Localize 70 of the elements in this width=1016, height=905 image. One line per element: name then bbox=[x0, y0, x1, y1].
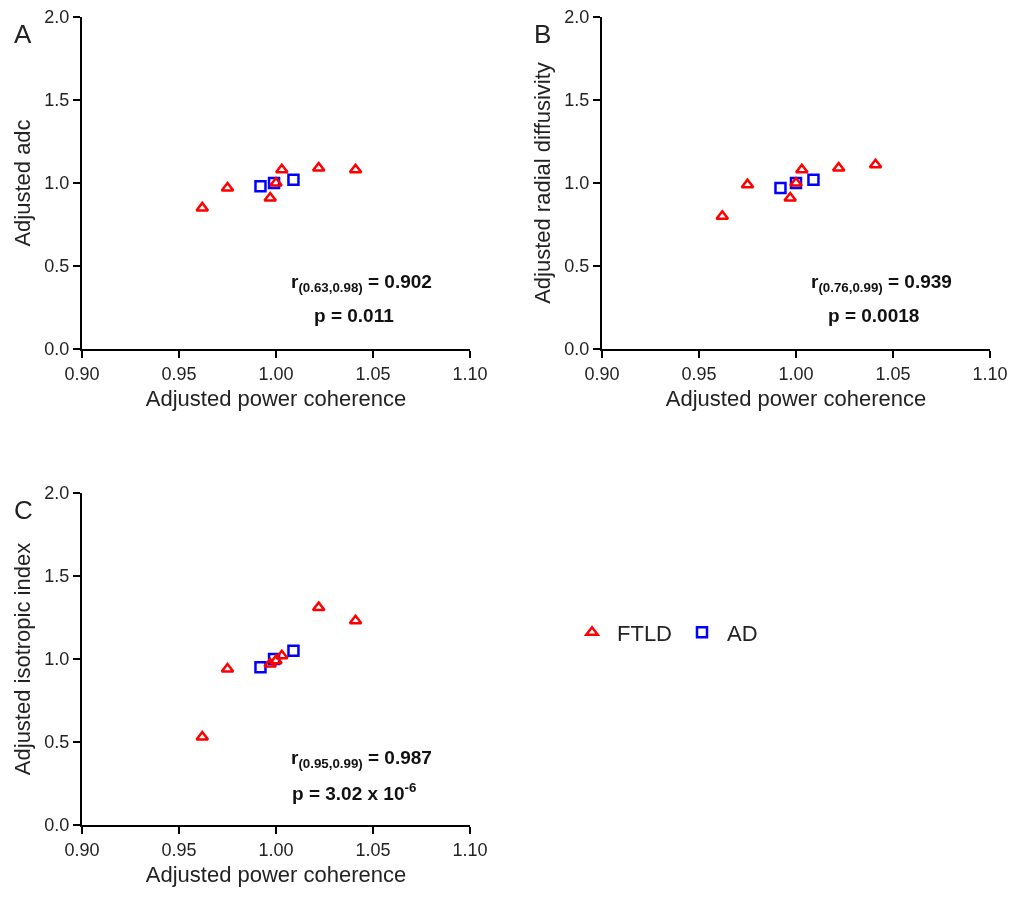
legend-label: FTLD bbox=[617, 620, 672, 646]
y-tick-label: 1.0 bbox=[44, 649, 70, 670]
point bbox=[274, 163, 289, 174]
point bbox=[311, 161, 326, 172]
point bbox=[348, 163, 363, 174]
chart-title: C bbox=[14, 495, 33, 525]
y-axis-title: Adjusted isotropic index bbox=[9, 542, 35, 776]
y-tick-label: 0.0 bbox=[44, 339, 70, 360]
x-tick-label: 1.05 bbox=[355, 363, 391, 384]
point bbox=[740, 178, 755, 189]
y-axis-title: Adjusted radial diffusivity bbox=[529, 62, 555, 304]
point bbox=[263, 191, 278, 202]
y-tick-label: 0.0 bbox=[44, 815, 70, 836]
y-tick-label: 1.0 bbox=[44, 173, 70, 194]
point bbox=[807, 173, 820, 186]
x-tick-label: 1.05 bbox=[355, 839, 391, 860]
y-tick-label: 0.5 bbox=[44, 732, 70, 753]
chart-title: B bbox=[534, 19, 552, 49]
annotation: r$_{(0.76,0.99)}$ = 0.939 bbox=[811, 271, 952, 295]
y-tick-label: 2.0 bbox=[44, 483, 70, 504]
x-tick-label: 1.05 bbox=[875, 363, 911, 384]
y-tick-label: 0.5 bbox=[44, 256, 70, 277]
x-axis-title: Adjusted power coherence bbox=[145, 386, 407, 411]
point bbox=[794, 163, 809, 174]
annotation: p = 0.0018 bbox=[828, 305, 920, 326]
y-tick-label: 1.5 bbox=[44, 90, 70, 111]
point bbox=[220, 662, 235, 673]
x-tick-label: 0.95 bbox=[161, 839, 197, 860]
point bbox=[195, 730, 210, 741]
point bbox=[220, 181, 235, 192]
annotation: r$_{(0.63,0.98)}$ = 0.902 bbox=[291, 271, 432, 295]
chart-title: A bbox=[14, 19, 32, 49]
annotation: p = 0.011 bbox=[314, 305, 395, 326]
y-axis-title: Adjusted adc bbox=[9, 119, 35, 247]
y-tick-label: 1.5 bbox=[564, 90, 590, 111]
y-tick-label: 1.5 bbox=[44, 566, 70, 587]
y-tick-label: 1.0 bbox=[564, 173, 590, 194]
annotation: p = 3.02 x 10$^{-6}$ bbox=[292, 780, 417, 804]
x-tick-label: 1.10 bbox=[452, 839, 488, 860]
point bbox=[287, 644, 300, 657]
x-tick-label: 1.00 bbox=[778, 363, 814, 384]
x-tick-label: 1.10 bbox=[972, 363, 1008, 384]
x-tick-label: 1.00 bbox=[258, 839, 294, 860]
point bbox=[348, 614, 363, 625]
y-tick-label: 2.0 bbox=[44, 7, 70, 28]
point bbox=[263, 657, 278, 668]
x-tick-label: 0.90 bbox=[584, 363, 620, 384]
x-axis-title: Adjusted power coherence bbox=[665, 386, 927, 411]
x-tick-label: 0.90 bbox=[64, 363, 100, 384]
point bbox=[715, 209, 730, 220]
point bbox=[783, 191, 798, 202]
point bbox=[274, 649, 289, 660]
point bbox=[774, 181, 787, 195]
point bbox=[831, 161, 846, 172]
point bbox=[254, 180, 267, 193]
y-tick-label: 0.0 bbox=[564, 339, 590, 360]
y-tick-label: 0.5 bbox=[564, 256, 590, 277]
legend-label: AD bbox=[727, 620, 758, 646]
x-tick-label: 1.10 bbox=[452, 363, 488, 384]
x-axis-title: Adjusted power coherence bbox=[145, 862, 407, 887]
annotation: r$_{(0.95,0.99)}$ = 0.987 bbox=[291, 747, 432, 771]
y-tick-label: 2.0 bbox=[564, 7, 590, 28]
point bbox=[868, 158, 883, 169]
point bbox=[195, 201, 210, 212]
point bbox=[287, 173, 300, 186]
x-tick-label: 0.90 bbox=[64, 839, 100, 860]
point bbox=[311, 601, 326, 612]
x-tick-label: 0.95 bbox=[161, 363, 197, 384]
x-tick-label: 1.00 bbox=[258, 363, 294, 384]
x-tick-label: 0.95 bbox=[681, 363, 717, 384]
